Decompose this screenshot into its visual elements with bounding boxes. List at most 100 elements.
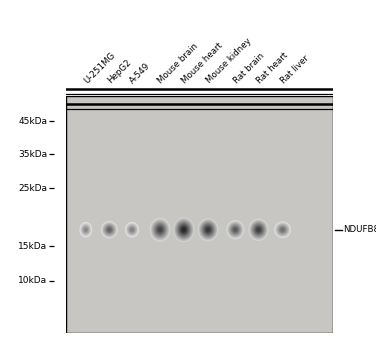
Ellipse shape [202,223,214,237]
Ellipse shape [177,221,191,238]
Text: Mouse heart: Mouse heart [180,41,224,85]
Ellipse shape [176,220,192,239]
Ellipse shape [200,221,216,238]
Ellipse shape [155,223,165,236]
Ellipse shape [128,226,136,234]
Ellipse shape [156,225,164,235]
Ellipse shape [277,225,288,235]
Ellipse shape [252,222,265,237]
Ellipse shape [85,229,86,231]
Ellipse shape [175,219,193,240]
Ellipse shape [256,227,261,233]
Ellipse shape [127,224,137,235]
Ellipse shape [276,223,289,236]
Ellipse shape [203,224,214,236]
Ellipse shape [227,222,243,238]
Text: U-251MG: U-251MG [82,50,117,85]
Ellipse shape [105,225,114,235]
Ellipse shape [206,228,210,232]
Ellipse shape [229,223,241,236]
Ellipse shape [107,228,112,232]
Ellipse shape [105,226,113,234]
Ellipse shape [255,226,262,233]
Ellipse shape [177,222,190,237]
Ellipse shape [231,225,240,234]
Ellipse shape [276,224,289,236]
Ellipse shape [279,226,287,233]
Ellipse shape [159,228,161,231]
Ellipse shape [126,223,138,237]
Ellipse shape [281,228,284,231]
Ellipse shape [126,224,138,236]
Ellipse shape [275,223,290,237]
Ellipse shape [108,229,111,231]
Ellipse shape [205,226,212,234]
Ellipse shape [102,222,117,237]
Ellipse shape [130,227,134,232]
Ellipse shape [203,224,213,235]
Ellipse shape [158,227,162,232]
Ellipse shape [249,219,268,240]
Ellipse shape [232,226,238,233]
Text: NDUFB8: NDUFB8 [344,225,376,234]
Ellipse shape [182,227,186,232]
Ellipse shape [129,226,135,233]
Text: Mouse kidney: Mouse kidney [205,36,253,85]
Ellipse shape [275,222,290,237]
Ellipse shape [103,223,115,236]
Ellipse shape [205,226,211,233]
Ellipse shape [229,223,242,237]
Ellipse shape [230,224,241,236]
Ellipse shape [85,228,87,231]
Text: 25kDa: 25kDa [18,184,47,193]
Ellipse shape [250,221,267,239]
Text: 10kDa: 10kDa [18,276,47,285]
Ellipse shape [156,226,164,234]
Text: Rat liver: Rat liver [279,54,311,85]
Ellipse shape [104,224,115,236]
Ellipse shape [153,222,167,238]
Ellipse shape [200,220,216,239]
Ellipse shape [150,218,170,241]
Ellipse shape [103,223,116,237]
Ellipse shape [204,225,212,235]
Ellipse shape [130,228,133,231]
Ellipse shape [180,225,187,234]
Ellipse shape [182,228,185,231]
Ellipse shape [254,224,263,235]
Ellipse shape [233,228,237,232]
Ellipse shape [83,226,89,233]
Ellipse shape [228,222,243,237]
Ellipse shape [127,225,136,235]
Ellipse shape [281,229,284,231]
Ellipse shape [151,219,169,240]
Ellipse shape [82,224,90,235]
Ellipse shape [232,226,239,233]
Text: 45kDa: 45kDa [18,117,47,126]
Ellipse shape [84,227,88,232]
Ellipse shape [257,228,260,231]
Ellipse shape [154,223,166,237]
Ellipse shape [277,224,288,235]
Ellipse shape [106,226,113,233]
Ellipse shape [253,223,265,237]
Ellipse shape [251,222,266,238]
Ellipse shape [201,222,215,238]
Ellipse shape [104,225,114,235]
Ellipse shape [153,221,168,239]
Ellipse shape [181,226,187,233]
Ellipse shape [129,227,135,233]
Ellipse shape [279,226,286,233]
Text: HepG2: HepG2 [106,58,133,85]
Ellipse shape [280,228,285,232]
Ellipse shape [207,228,209,231]
Ellipse shape [83,226,89,234]
Ellipse shape [255,225,262,234]
Ellipse shape [199,220,217,240]
Text: Rat brain: Rat brain [232,51,266,85]
Ellipse shape [253,224,264,236]
Text: 15kDa: 15kDa [18,242,47,251]
Text: A-549: A-549 [128,61,152,85]
Ellipse shape [82,225,89,234]
Text: 35kDa: 35kDa [18,150,47,159]
